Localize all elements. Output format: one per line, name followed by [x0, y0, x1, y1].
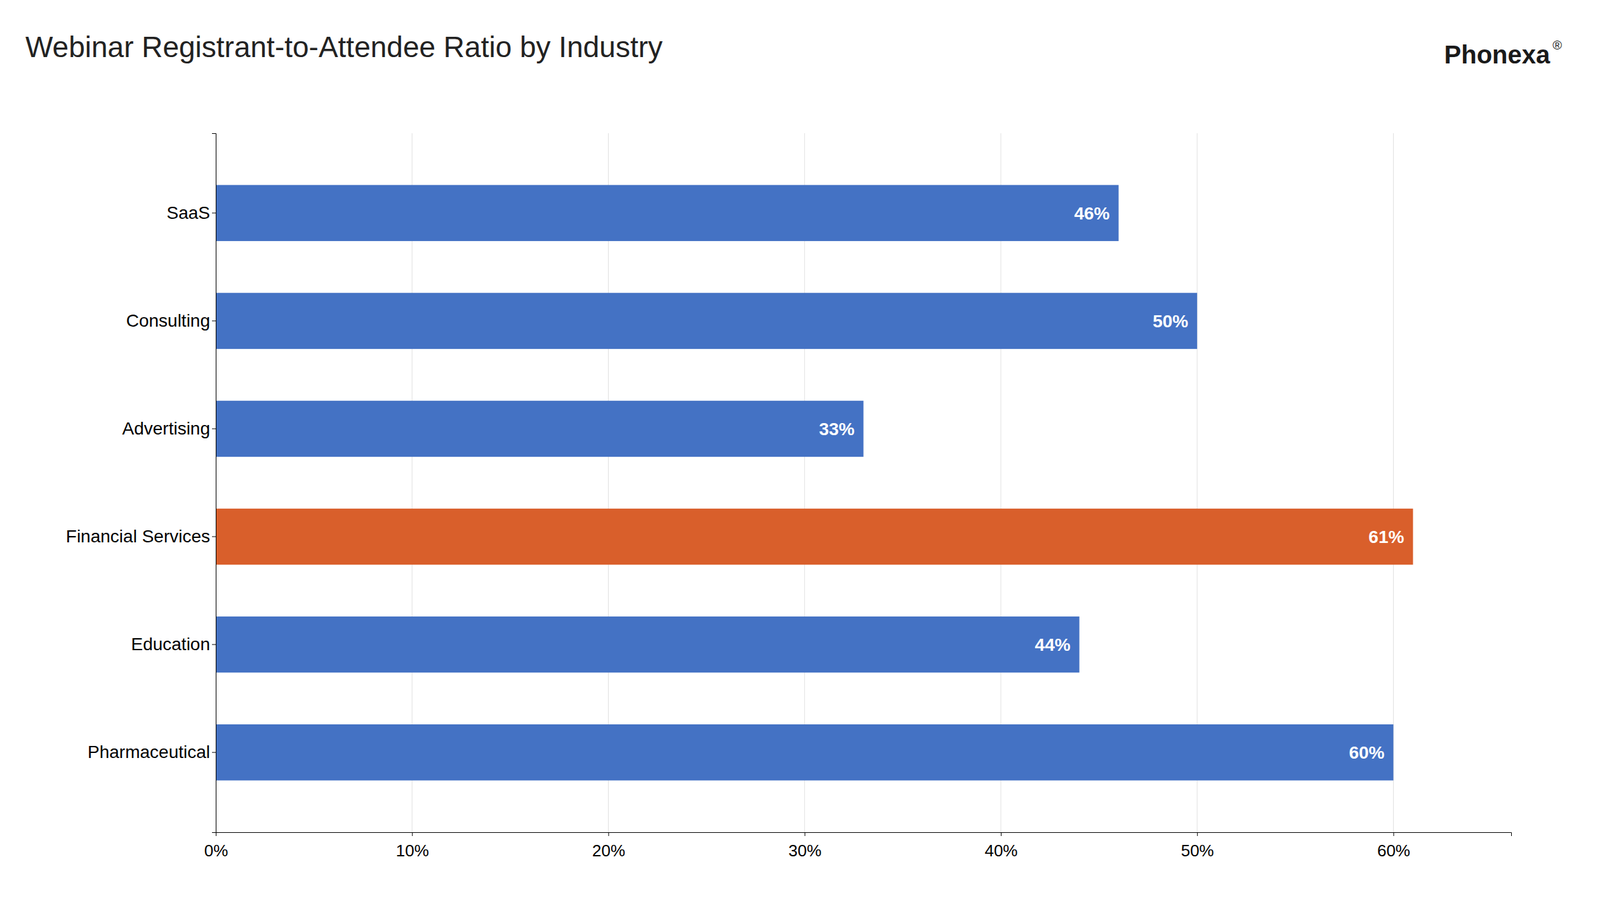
bar [215, 185, 1119, 242]
tick-label: Advertising [121, 418, 211, 439]
tick-label: Education [130, 634, 211, 655]
tick-label: 0% [204, 841, 229, 861]
tick-mark [1196, 832, 1198, 837]
tick-mark [1393, 832, 1394, 837]
tick: 40% [984, 832, 1018, 861]
tick-mark [804, 832, 806, 837]
tick-label: SaaS [166, 203, 211, 223]
tick-label: 60% [1377, 841, 1411, 861]
data-labels: 60% 44% 61% 33% 50% 46% [818, 203, 1404, 763]
data-label: 44% [1035, 635, 1071, 655]
tick-mark [211, 428, 216, 430]
data-label: 61% [1368, 527, 1404, 548]
bar [215, 401, 864, 457]
tick-mark [211, 212, 216, 214]
tick-label: 30% [788, 841, 822, 861]
tick-mark [211, 644, 216, 646]
tick: 50% [1181, 832, 1215, 861]
tick-label: 40% [984, 841, 1018, 861]
tick: Financial Services [66, 526, 216, 547]
tick: 60% [1377, 832, 1411, 861]
plot-area: 60% 44% 61% 33% 50% 46% 0% 10% 20% 30% 40% 50% 60% Ph… [66, 133, 1512, 861]
grid [215, 133, 1394, 833]
chart: Webinar Registrant-to-Attendee Ratio by … [0, 0, 1600, 902]
tick: SaaS [166, 203, 217, 223]
axis-line [216, 833, 1512, 838]
tick: 10% [396, 832, 430, 861]
y-axis: Pharmaceutical Education Financial Service… [66, 133, 217, 834]
tick-mark [411, 832, 413, 837]
data-label: 33% [818, 419, 855, 440]
annotations: Phonexa® [1444, 38, 1563, 69]
annotation: Phonexa [1444, 40, 1551, 69]
tick-label: Financial Services [66, 526, 211, 547]
bar [215, 724, 1394, 781]
tick-mark [1000, 832, 1002, 837]
tick-label: Consulting [126, 310, 211, 331]
bars [215, 185, 1413, 782]
bar [215, 616, 1080, 673]
bar [215, 509, 1413, 565]
data-label: 60% [1348, 743, 1385, 763]
data-label: 46% [1073, 203, 1110, 224]
tick: Pharmaceutical [87, 742, 216, 763]
tick: Advertising [121, 418, 216, 439]
tick-label: 20% [592, 841, 626, 861]
title: Webinar Registrant-to-Attendee Ratio by … [25, 30, 663, 64]
tick-mark [211, 752, 216, 754]
x-axis: 0% 10% 20% 30% 40% 50% 60% [204, 832, 1512, 861]
data-label: 50% [1152, 311, 1189, 332]
tick: 0% [204, 832, 229, 861]
tick: 20% [592, 832, 626, 861]
tick-mark [608, 832, 609, 837]
tick: 30% [788, 832, 822, 861]
tick-label: Pharmaceutical [87, 742, 211, 763]
tick-mark [211, 320, 216, 322]
bar [215, 293, 1197, 350]
tick-label: 50% [1181, 841, 1215, 861]
tick-label: 10% [396, 841, 430, 861]
tick: Education [130, 634, 216, 655]
tick-mark [211, 536, 216, 538]
axis-line [211, 133, 217, 834]
annotation: ® [1552, 38, 1562, 53]
tick: Consulting [126, 310, 216, 331]
